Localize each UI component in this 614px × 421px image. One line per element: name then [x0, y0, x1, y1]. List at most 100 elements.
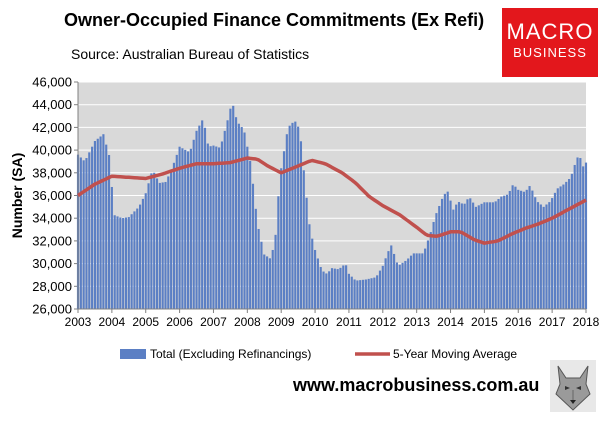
bar [85, 158, 88, 309]
bar [333, 268, 336, 309]
y-tick-label: 44,000 [32, 97, 72, 112]
bar [325, 273, 328, 309]
logo-text-macro: MACRO [506, 19, 594, 44]
bar [260, 241, 263, 309]
x-tick-label: 2009 [268, 315, 295, 329]
bar [353, 279, 356, 309]
bar [545, 204, 548, 309]
bar [206, 143, 209, 309]
bar [209, 146, 212, 309]
bar [534, 197, 537, 309]
bar [141, 198, 144, 309]
bar [424, 248, 427, 309]
bar [401, 262, 404, 309]
x-tick-label: 2008 [234, 315, 261, 329]
bar [567, 179, 571, 309]
bar [395, 262, 398, 309]
y-tick-label: 38,000 [32, 165, 72, 180]
bar [251, 183, 255, 309]
bar [170, 169, 173, 309]
bar [376, 275, 379, 309]
bar [562, 184, 565, 309]
bar [511, 185, 514, 309]
bar [328, 271, 331, 309]
bar [570, 173, 573, 309]
bar [483, 202, 486, 309]
bar [226, 120, 229, 310]
bar [474, 206, 478, 309]
bar [161, 182, 164, 309]
bar [116, 216, 119, 309]
bar [313, 249, 317, 309]
bar [122, 218, 125, 309]
bar [435, 213, 438, 309]
bar [294, 121, 297, 309]
bar [232, 105, 235, 310]
series-line-moving-average [77, 156, 587, 245]
bar [189, 148, 192, 309]
bar [178, 146, 181, 309]
bar [480, 203, 483, 309]
bar [291, 122, 294, 309]
bar [305, 197, 308, 309]
bar [144, 193, 147, 309]
bar [107, 155, 111, 309]
y-tick-label: 36,000 [32, 188, 72, 203]
bar [212, 145, 215, 309]
bar [192, 139, 195, 309]
bar [229, 108, 232, 309]
bar [288, 125, 291, 309]
bar [119, 217, 122, 309]
bar [503, 195, 506, 309]
bar [531, 190, 534, 309]
bar [367, 278, 370, 309]
bar [345, 265, 348, 309]
bar [452, 209, 455, 309]
bar [186, 151, 190, 309]
bar [536, 202, 540, 309]
bar [175, 154, 178, 309]
bar [243, 132, 246, 309]
bar [548, 202, 551, 309]
bar [551, 198, 554, 309]
x-tick-label: 2011 [336, 315, 362, 329]
bar [277, 196, 280, 309]
macrobusiness-logo: MACRO BUSINESS [502, 8, 598, 77]
bar [246, 146, 249, 309]
bar [201, 120, 204, 309]
bar [412, 253, 415, 309]
bar [113, 215, 116, 309]
bar [497, 198, 500, 309]
bar [418, 253, 421, 309]
bar [565, 181, 568, 309]
bar [234, 117, 238, 309]
bar [257, 228, 260, 309]
bar [359, 280, 362, 309]
website-url: www.macrobusiness.com.au [293, 375, 540, 395]
bar [432, 221, 435, 309]
bar [302, 170, 305, 309]
bar [373, 277, 376, 309]
bar [93, 141, 97, 309]
bar [311, 238, 314, 309]
bar [153, 172, 156, 309]
bar [297, 126, 300, 309]
bar [438, 205, 441, 309]
bar [91, 146, 94, 309]
x-tick-label: 2010 [302, 315, 329, 329]
bar [274, 234, 277, 309]
wolf-head-icon [550, 360, 596, 412]
x-tick-label: 2004 [99, 315, 126, 329]
bar [573, 164, 576, 309]
bar [469, 198, 472, 309]
bar [508, 190, 511, 309]
bar [316, 258, 319, 309]
legend-label-line: 5-Year Moving Average [393, 347, 517, 361]
y-tick-label: 46,000 [32, 75, 72, 90]
bar [158, 182, 161, 309]
bar [378, 270, 382, 309]
y-tick-label: 32,000 [32, 233, 72, 248]
bar [102, 134, 105, 309]
x-tick-label: 2016 [505, 315, 532, 329]
